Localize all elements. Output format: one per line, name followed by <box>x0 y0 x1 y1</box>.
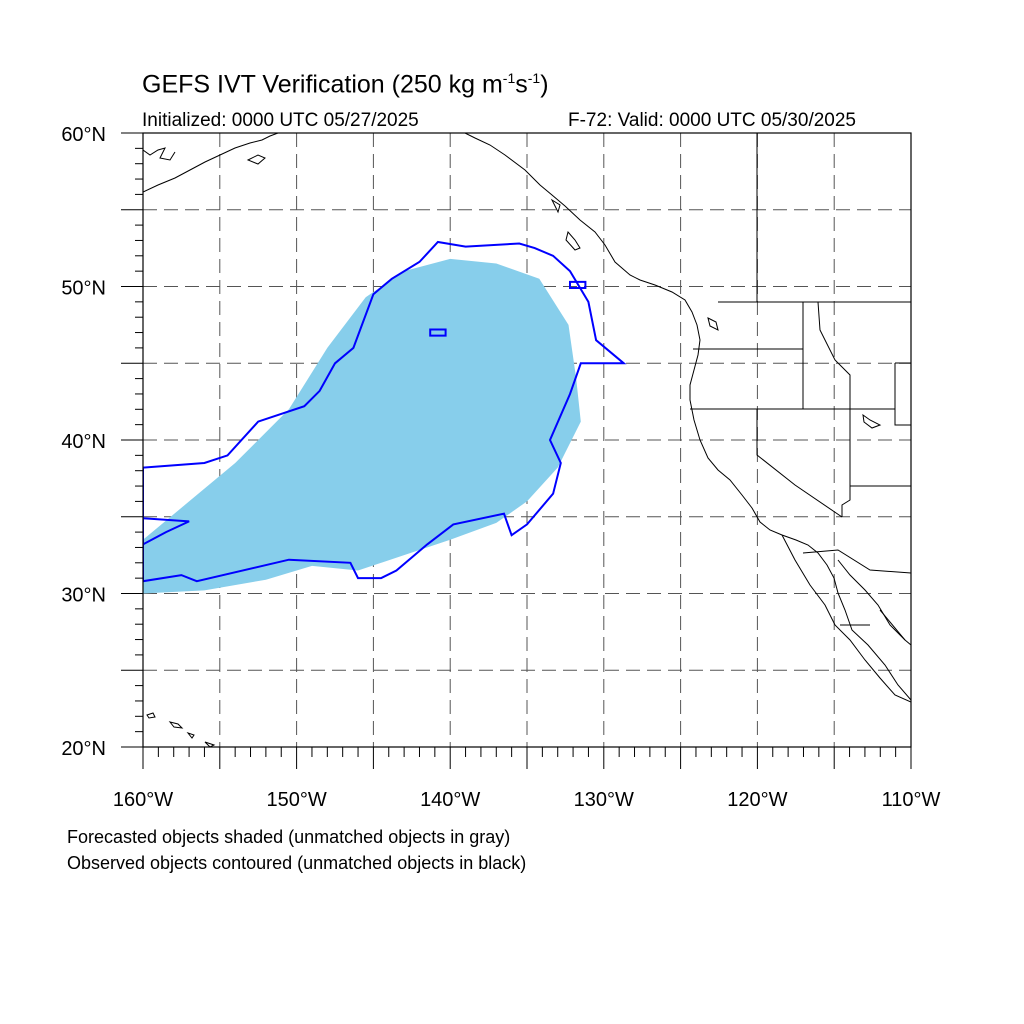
latitude-labels: 60°N 50°N 40°N 30°N 20°N <box>61 124 106 760</box>
observed-legend-note: Observed objects contoured (unmatched ob… <box>67 853 527 873</box>
island-path <box>246 154 266 165</box>
island-path <box>565 230 581 251</box>
island-path <box>550 198 561 214</box>
island-path <box>707 317 719 331</box>
island-path <box>862 413 882 429</box>
forecast-legend-note: Forecasted objects shaded (unmatched obj… <box>67 827 511 847</box>
border-path <box>756 409 843 518</box>
longitude-label: 140°W <box>420 789 480 811</box>
hawaii-path <box>204 741 216 747</box>
longitude-label: 130°W <box>574 789 634 811</box>
forecast-object-shading <box>143 258 581 594</box>
observed-objects <box>143 240 627 583</box>
gulf-coast-path <box>837 559 911 646</box>
latitude-label: 60°N <box>61 124 106 146</box>
border-path <box>841 409 851 517</box>
observed-object-contour <box>569 280 587 289</box>
map-frame <box>121 132 912 769</box>
hawaii-path <box>146 712 156 719</box>
latitude-label: 50°N <box>61 278 106 300</box>
observed-object-contour <box>143 240 627 583</box>
figure-title: GEFS IVT Verification (250 kg m-1s-1) <box>142 70 549 99</box>
border-path <box>802 549 911 574</box>
baja-coast-path <box>781 534 911 703</box>
latitude-label: 40°N <box>61 431 106 453</box>
longitude-label: 150°W <box>266 789 326 811</box>
hawaii-path <box>186 731 195 739</box>
alaska-coast-path-2 <box>143 147 176 161</box>
border-path <box>879 609 906 641</box>
coastlines-and-borders <box>143 133 911 747</box>
coastline-path <box>464 133 911 701</box>
longitude-label: 120°W <box>727 789 787 811</box>
observed-object-contour <box>143 517 190 546</box>
initialized-time: Initialized: 0000 UTC 05/27/2025 <box>142 110 419 131</box>
longitude-label: 160°W <box>113 789 173 811</box>
valid-time: F-72: Valid: 0000 UTC 05/30/2025 <box>568 110 856 131</box>
observed-object-contour <box>429 328 447 337</box>
alaska-coast-path <box>143 133 279 193</box>
border-path <box>817 301 851 409</box>
border-path <box>894 363 911 426</box>
hawaii-path <box>168 721 184 729</box>
longitude-label: 110°W <box>882 789 941 811</box>
latitude-label: 30°N <box>61 585 106 607</box>
latitude-label: 20°N <box>61 738 106 760</box>
longitude-labels: 160°W 150°W 140°W 130°W 120°W 110°W <box>113 789 941 811</box>
forecast-objects <box>143 258 581 594</box>
